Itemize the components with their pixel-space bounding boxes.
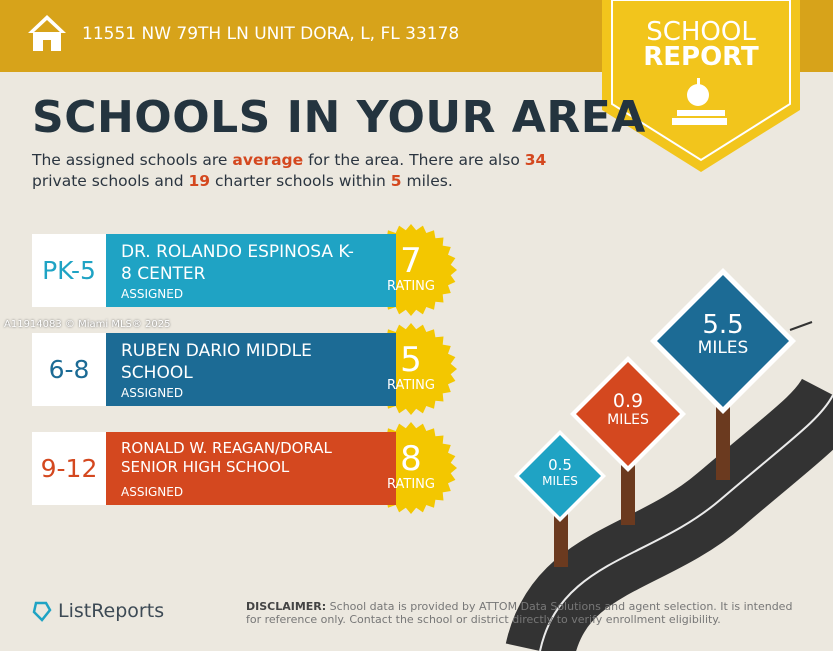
school-band: RONALD W. REAGAN/DORAL SENIOR HIGH SCHOO…	[106, 432, 396, 505]
watermark: A11914083 © Miami MLS® 2025	[4, 319, 171, 330]
rating: 5 RATING	[366, 342, 456, 393]
disclaimer-text: School data is provided by ATTOM Data So…	[246, 600, 793, 626]
school-status: ASSIGNED	[121, 386, 184, 400]
brand: ListReports	[58, 600, 165, 622]
intro-highlight: 19	[188, 172, 211, 190]
road-line	[539, 394, 833, 651]
sign-distance: 0.9	[612, 390, 644, 412]
sign-diamond	[650, 268, 796, 414]
intro-text: charter schools within	[210, 172, 391, 190]
intro-text: private schools and	[32, 172, 189, 190]
disclaimer-label: DISCLAIMER:	[246, 600, 327, 613]
badge-line: SCHOOL	[646, 17, 756, 47]
sign-unit: MILES	[542, 474, 578, 488]
rating-label: RATING	[387, 477, 435, 492]
rating-value: 7	[400, 241, 422, 281]
intro-text: miles.	[401, 172, 453, 190]
grade: 9-12	[32, 432, 106, 505]
sign-text: 5.5 MILES	[673, 311, 773, 358]
intro: The assigned schools are average for the…	[32, 150, 592, 192]
sign-text: 0.9 MILES	[578, 390, 678, 429]
road-tip	[789, 321, 813, 331]
rating-label: RATING	[387, 279, 435, 294]
school-band: RUBEN DARIO MIDDLE SCHOOL ASSIGNED	[106, 333, 396, 406]
badge-line: REPORT	[643, 42, 759, 72]
intro-text: The assigned schools are	[32, 151, 233, 169]
address: 11551 NW 79TH LN UNIT DORA, L, FL 33178	[82, 24, 460, 44]
school-band: DR. ROLANDO ESPINOSA K-8 CENTER ASSIGNED	[106, 234, 396, 307]
intro-text: for the area. There are also	[303, 151, 525, 169]
sign-unit: MILES	[697, 338, 749, 358]
grade: PK-5	[32, 234, 106, 307]
rating-value: 5	[400, 340, 422, 380]
sign-diamond	[570, 356, 686, 472]
intro-highlight: 5	[390, 172, 402, 190]
house-icon	[28, 15, 66, 51]
rating-label: RATING	[387, 378, 435, 393]
badge-text: SCHOOL REPORT	[602, 17, 800, 72]
brand-logo	[32, 601, 52, 622]
grade: 6-8	[32, 333, 106, 406]
sign-distance: 5.5	[702, 310, 744, 340]
badge-icon	[672, 78, 727, 125]
school-name: RUBEN DARIO MIDDLE SCHOOL	[121, 341, 312, 383]
sign-diamond	[514, 430, 606, 522]
sign-text: 0.5 MILES	[510, 456, 610, 489]
intro-highlight: 34	[524, 151, 547, 169]
disclaimer: DISCLAIMER: School data is provided by A…	[246, 600, 806, 626]
rating: 7 RATING	[366, 243, 456, 294]
school-status: ASSIGNED	[121, 485, 184, 499]
sign-distance: 0.5	[548, 456, 572, 474]
sign-unit: MILES	[607, 412, 649, 428]
rating: 8 RATING	[366, 441, 456, 492]
school-name: DR. ROLANDO ESPINOSA K-8 CENTER	[121, 242, 354, 284]
badge-outline	[611, 0, 791, 162]
title: SCHOOLS IN YOUR AREA	[32, 92, 646, 143]
rating-value: 8	[400, 439, 422, 479]
sign-post	[716, 400, 730, 480]
school-status: ASSIGNED	[121, 287, 184, 301]
intro-highlight: average	[232, 151, 304, 169]
school-name: RONALD W. REAGAN/DORAL SENIOR HIGH SCHOO…	[121, 439, 332, 476]
